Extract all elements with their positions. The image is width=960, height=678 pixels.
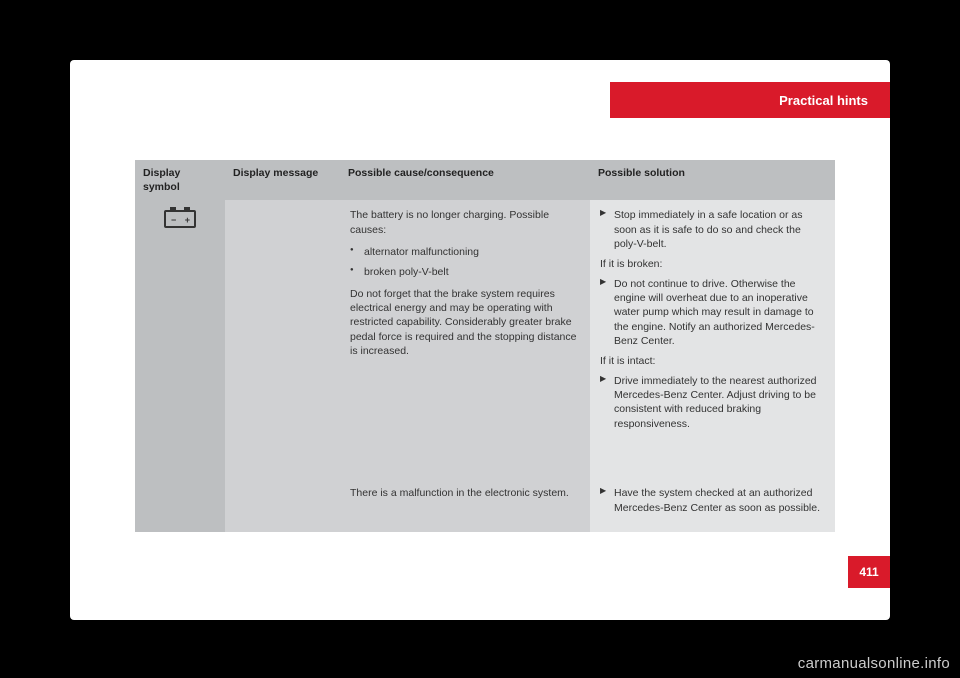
cell-symbol bbox=[135, 480, 225, 532]
battery-icon: − + bbox=[164, 210, 196, 228]
cause-text: There is a malfunction in the electronic… bbox=[350, 486, 580, 500]
cell-solution: Have the system checked at an authorized… bbox=[590, 480, 835, 532]
cause-bullets: alternator malfunctioning broken poly-V-… bbox=[350, 245, 580, 279]
solution-label: If it is broken: bbox=[600, 257, 825, 271]
col-header-message: Display message bbox=[225, 160, 340, 200]
battery-plus: + bbox=[185, 214, 190, 226]
section-title: Practical hints bbox=[779, 93, 868, 108]
solution-action: Have the system checked at an authorized… bbox=[600, 486, 825, 514]
col-header-symbol: Display symbol bbox=[135, 160, 225, 200]
solution-action: Drive immediately to the nearest authori… bbox=[600, 374, 825, 431]
cell-cause: There is a malfunction in the electronic… bbox=[340, 480, 590, 532]
cause-intro: The battery is no longer charging. Possi… bbox=[350, 208, 580, 236]
section-header-bar: Practical hints bbox=[610, 82, 890, 118]
cell-message bbox=[225, 200, 340, 480]
col-header-cause: Possible cause/consequence bbox=[340, 160, 590, 200]
cell-symbol: − + bbox=[135, 200, 225, 480]
battery-minus: − bbox=[171, 214, 176, 226]
bullet-item: alternator malfunctioning bbox=[350, 245, 580, 259]
watermark: carmanualsonline.info bbox=[798, 655, 950, 672]
solution-action: Do not continue to drive. Otherwise the … bbox=[600, 277, 825, 348]
solution-action: Stop immediately in a safe location or a… bbox=[600, 208, 825, 251]
bullet-item: broken poly-V-belt bbox=[350, 265, 580, 279]
page-number: 411 bbox=[859, 565, 878, 579]
col-header-solution: Possible solution bbox=[590, 160, 835, 200]
cell-message bbox=[225, 480, 340, 532]
page: Practical hints Display symbol Display m… bbox=[70, 60, 890, 620]
diagnostics-table: Display symbol Display message Possible … bbox=[135, 160, 835, 532]
cell-cause: The battery is no longer charging. Possi… bbox=[340, 200, 590, 480]
table-row: There is a malfunction in the electronic… bbox=[135, 480, 835, 532]
cause-note: Do not forget that the brake system requ… bbox=[350, 287, 580, 358]
table-body: − + The battery is no longer charging. P… bbox=[135, 200, 835, 532]
table-header-row: Display symbol Display message Possible … bbox=[135, 160, 835, 200]
table-row: − + The battery is no longer charging. P… bbox=[135, 200, 835, 480]
solution-label: If it is intact: bbox=[600, 354, 825, 368]
cell-solution: Stop immediately in a safe location or a… bbox=[590, 200, 835, 480]
page-number-box: 411 bbox=[848, 556, 890, 588]
